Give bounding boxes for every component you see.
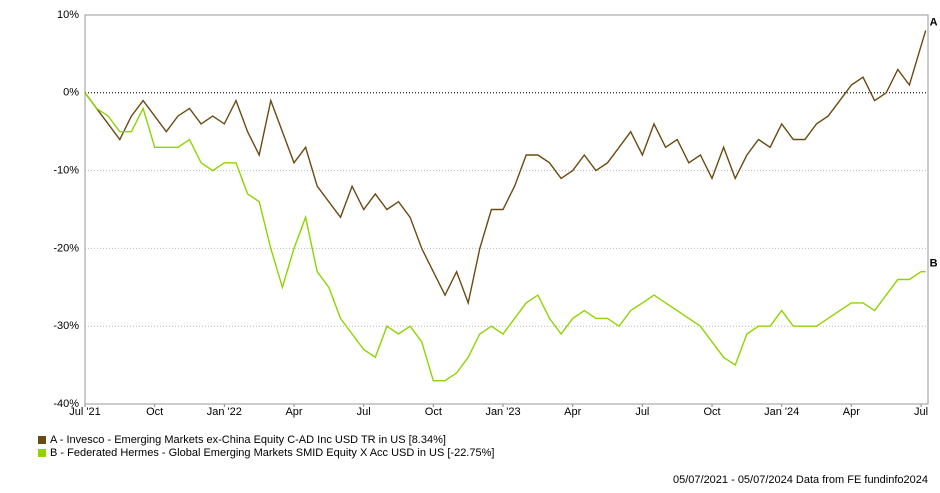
x-tick-label: Oct	[425, 406, 442, 418]
plot-frame	[84, 14, 929, 405]
y-tick-label: -40%	[53, 398, 79, 410]
x-tick-label: Apr	[564, 406, 581, 418]
x-tick-label: Jan '23	[485, 406, 520, 418]
footer: 05/07/2021 - 05/07/2024 Data from FE fun…	[673, 474, 928, 486]
y-tick-label: 10%	[57, 9, 79, 21]
series-end-label: A	[930, 16, 938, 28]
x-tick-label: Jan '24	[764, 406, 799, 418]
x-tick-label: Jul	[635, 406, 649, 418]
legend-swatch	[38, 436, 46, 444]
x-tick-label: Oct	[146, 406, 163, 418]
legend-swatch	[38, 449, 46, 457]
series-line	[84, 92, 926, 382]
legend-label: B - Federated Hermes - Global Emerging M…	[50, 447, 494, 459]
y-tick-label: -30%	[53, 320, 79, 332]
x-tick-label: Oct	[703, 406, 720, 418]
x-tick-label: Apr	[843, 406, 860, 418]
x-tick-label: Apr	[285, 406, 302, 418]
y-tick-label: -20%	[53, 242, 79, 254]
legend-label: A - Invesco - Emerging Markets ex-China …	[50, 434, 446, 446]
x-tick-label: Jul	[914, 406, 928, 418]
y-tick-label: 0%	[63, 87, 79, 99]
x-tick-label: Jan '22	[207, 406, 242, 418]
x-tick-label: Jul	[357, 406, 371, 418]
y-tick-label: -10%	[53, 165, 79, 177]
series-line	[84, 30, 927, 306]
x-tick-label: Jul '21	[69, 406, 100, 418]
series-end-label: B	[930, 258, 938, 270]
